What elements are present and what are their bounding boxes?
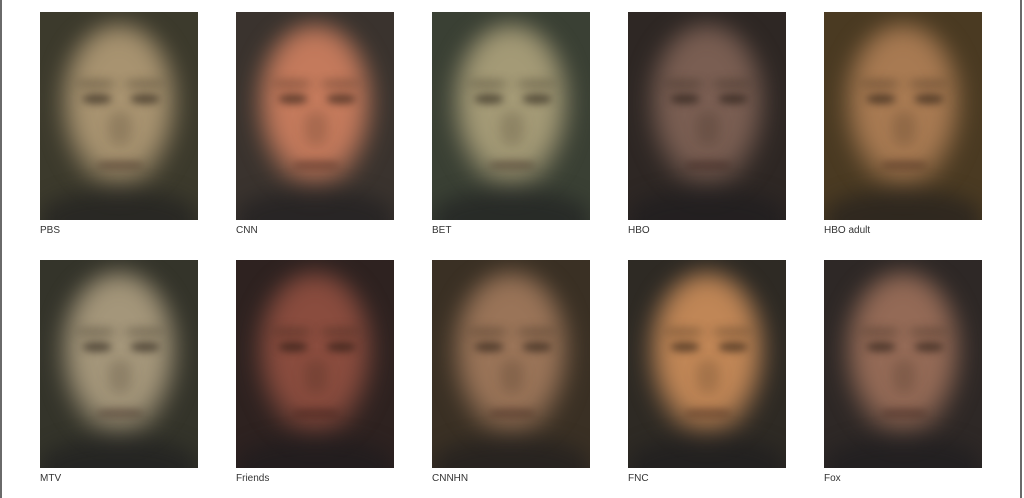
face-label: HBO — [628, 225, 650, 236]
face-tile-cnn: CNN — [236, 12, 396, 238]
face-tile-cnnhn: CNNHN — [432, 260, 592, 486]
average-face-image — [432, 260, 590, 468]
face-tile-mtv: MTV — [40, 260, 200, 486]
face-label: BET — [432, 225, 452, 236]
face-tile-fnc: FNC — [628, 260, 788, 486]
face-tile-fox: Fox — [824, 260, 984, 486]
average-face-image — [40, 12, 198, 220]
face-tile-pbs: PBS — [40, 12, 200, 238]
average-face-image — [628, 12, 786, 220]
average-face-image — [824, 260, 982, 468]
face-label: Friends — [236, 473, 270, 484]
face-tile-bet: BET — [432, 12, 592, 238]
average-face-image — [40, 260, 198, 468]
face-tile-hbo: HBO — [628, 12, 788, 238]
average-face-image — [236, 12, 394, 220]
average-face-image — [824, 12, 982, 220]
average-face-image — [432, 12, 590, 220]
face-label: CNN — [236, 225, 258, 236]
face-label: HBO adult — [824, 225, 871, 236]
average-face-image — [628, 260, 786, 468]
face-label: MTV — [40, 473, 62, 484]
average-face-image — [236, 260, 394, 468]
face-label: FNC — [628, 473, 649, 484]
face-label: Fox — [824, 473, 841, 484]
face-label: CNNHN — [432, 473, 469, 484]
face-tile-hbo-adult: HBO adult — [824, 12, 984, 238]
face-label: PBS — [40, 225, 61, 236]
face-tile-friends: Friends — [236, 260, 396, 486]
